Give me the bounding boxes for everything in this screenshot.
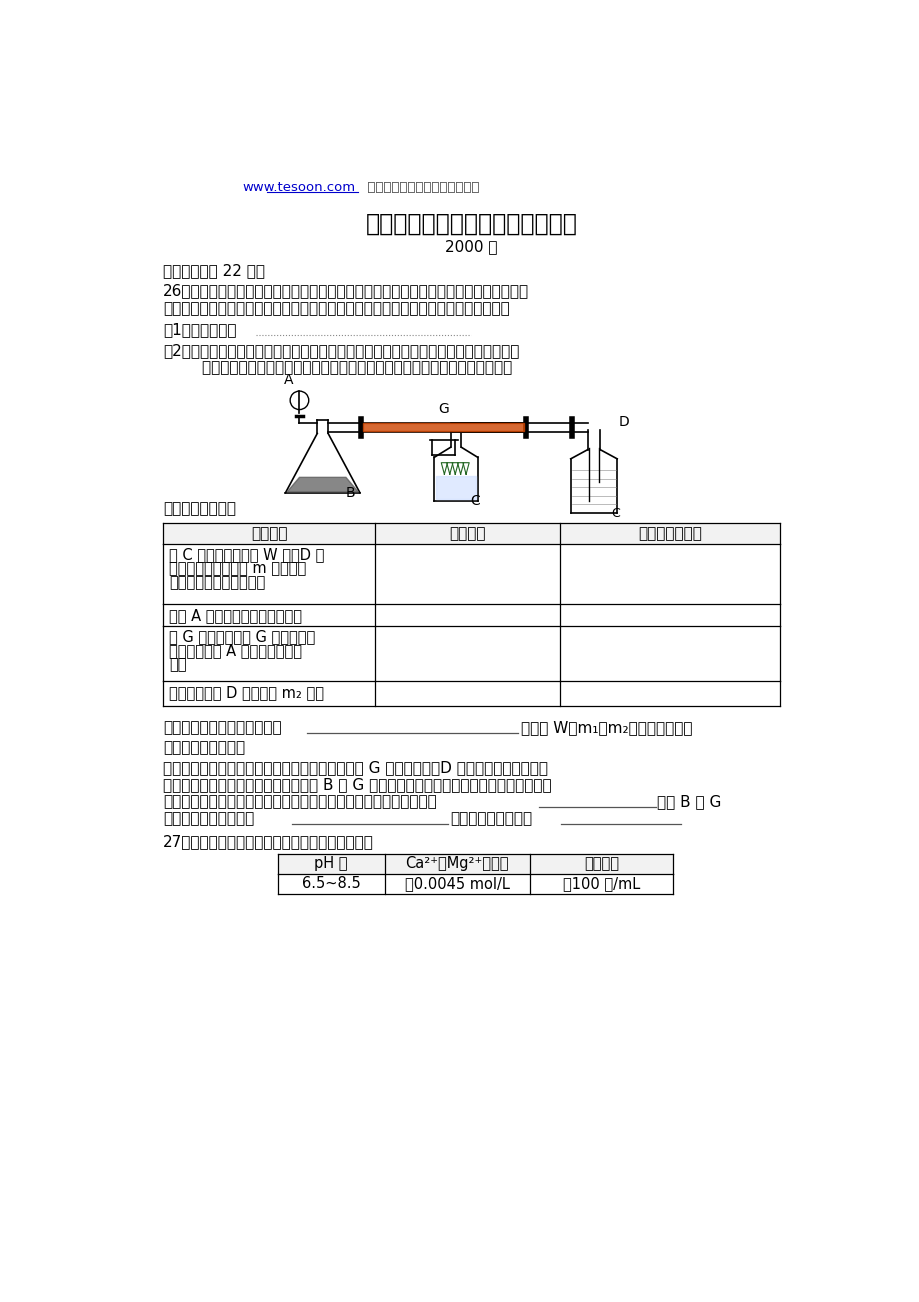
Text: 细菌总数: 细菌总数 xyxy=(584,857,618,871)
Text: 实验现象: 实验现象 xyxy=(448,526,485,542)
Text: 实验完成后，老师评议说：按上述实验设计，即使 G 中反应完全、D 中吸收完全，也不会得: 实验完成后，老师评议说：按上述实验设计，即使 G 中反应完全、D 中吸收完全，也… xyxy=(163,760,548,775)
Text: 打开 A 的活塞，慢慢洋加溶液。: 打开 A 的活塞，慢慢洋加溶液。 xyxy=(169,608,302,622)
Text: （五）问题和讨论：: （五）问题和讨论： xyxy=(163,740,244,755)
Text: （1）实验目的：: （1）实验目的： xyxy=(163,322,236,337)
Text: 在 C 中加入样品标本 W 克，D 中: 在 C 中加入样品标本 W 克，D 中 xyxy=(169,548,324,562)
Bar xyxy=(560,523,779,544)
Text: 好仪器后，检查气密性。: 好仪器后，检查气密性。 xyxy=(169,575,266,590)
Polygon shape xyxy=(287,478,358,492)
Circle shape xyxy=(289,391,309,410)
Text: 热。: 热。 xyxy=(169,658,187,672)
Text: ＜0.0045 mol/L: ＜0.0045 mol/L xyxy=(404,876,509,892)
Text: ＜100 个/mL: ＜100 个/mL xyxy=(562,876,640,892)
Text: 对 G 进行加热。当 G 中药品充分: 对 G 进行加热。当 G 中药品充分 xyxy=(169,629,315,644)
Text: （含炭）样品进行实验。图中铁架台等装置已略去。请你帮助他们完成下列实验报告。: （含炭）样品进行实验。图中铁架台等装置已略去。请你帮助他们完成下列实验报告。 xyxy=(163,301,509,316)
Text: 之间加入的装置可以是: 之间加入的装置可以是 xyxy=(163,811,254,825)
Text: A: A xyxy=(284,374,293,387)
Text: 计算：样品中铜的质量分数＝: 计算：样品中铜的质量分数＝ xyxy=(163,720,281,736)
Text: pH 值: pH 值 xyxy=(314,857,347,871)
Text: D: D xyxy=(618,415,629,428)
Text: 反应后。关闭 A 的活塞。停止加: 反应后。关闭 A 的活塞。停止加 xyxy=(169,643,302,658)
Text: 装入精品后并称量为 m 克。连接: 装入精品后并称量为 m 克。连接 xyxy=(169,561,306,577)
Text: （用含 W、m₁、m₂的代数式表示）: （用含 W、m₁、m₂的代数式表示） xyxy=(520,720,692,736)
Text: 出正确的结果。经讨论，有同学提出在 B 与 G 之间加入一个装置。再次实验后，得到了较正: 出正确的结果。经讨论，有同学提出在 B 与 G 之间加入一个装置。再次实验后，得… xyxy=(163,777,551,792)
Text: 26．某课外活动小组加热炭粉（过量）和氧化铜的混合物，再用下图装置，对获得的铜粉: 26．某课外活动小组加热炭粉（过量）和氧化铜的混合物，再用下图装置，对获得的铜粉 xyxy=(163,284,528,298)
Text: www.tesoon.com: www.tesoon.com xyxy=(242,181,355,194)
Bar xyxy=(529,854,673,874)
Text: 天星教育网版权所有，侵权必究: 天星教育网版权所有，侵权必究 xyxy=(358,181,479,194)
Text: B: B xyxy=(346,486,355,500)
Text: 6.5~8.5: 6.5~8.5 xyxy=(301,876,360,892)
Text: 高考化学试卷分类汇总（实验题）: 高考化学试卷分类汇总（实验题） xyxy=(365,212,577,236)
Text: 2000 年: 2000 年 xyxy=(445,240,497,255)
Text: （三）实验内容：: （三）实验内容： xyxy=(163,501,236,517)
Text: Ca²⁺、Mg²⁺总浓度: Ca²⁺、Mg²⁺总浓度 xyxy=(405,857,508,871)
Text: 药品：红褐色铜粉（含炭）样品、过氧化氢溶液、二氧化锰、碱石灰、浓硫酸: 药品：红褐色铜粉（含炭）样品、过氧化氢溶液、二氧化锰、碱石灰、浓硫酸 xyxy=(163,361,512,375)
Text: 27．我国规定饮用水质量标准必须符合下列要求：: 27．我国规定饮用水质量标准必须符合下列要求： xyxy=(163,835,373,849)
Text: C: C xyxy=(610,506,619,519)
Text: 实验过程: 实验过程 xyxy=(251,526,287,542)
Text: ，在 B 与 G: ，在 B 与 G xyxy=(657,794,721,809)
Text: 确的结果。那么，原来实验所测得的钢的质量分数偏小的原因可能是: 确的结果。那么，原来实验所测得的钢的质量分数偏小的原因可能是 xyxy=(163,794,437,809)
Text: ，其中盛放的药品是: ，其中盛放的药品是 xyxy=(449,811,531,825)
Text: 冷却后，称量 D 的质量为 m₂ 克。: 冷却后，称量 D 的质量为 m₂ 克。 xyxy=(169,685,323,699)
Polygon shape xyxy=(436,475,476,499)
Polygon shape xyxy=(363,423,524,431)
Bar xyxy=(384,854,529,874)
Text: G: G xyxy=(437,402,448,417)
Bar xyxy=(278,854,384,874)
Text: C: C xyxy=(470,493,479,508)
Bar xyxy=(375,523,560,544)
Text: 有关化学方程式: 有关化学方程式 xyxy=(637,526,701,542)
Bar xyxy=(163,523,375,544)
Text: 五、（本题共 22 分）: 五、（本题共 22 分） xyxy=(163,263,265,277)
Text: （2）实验用品：仪器：天平、分液漏斗、锥形瓶、硬玻璃管、干燥管、酒精灯、洗气瓶: （2）实验用品：仪器：天平、分液漏斗、锥形瓶、硬玻璃管、干燥管、酒精灯、洗气瓶 xyxy=(163,342,519,358)
